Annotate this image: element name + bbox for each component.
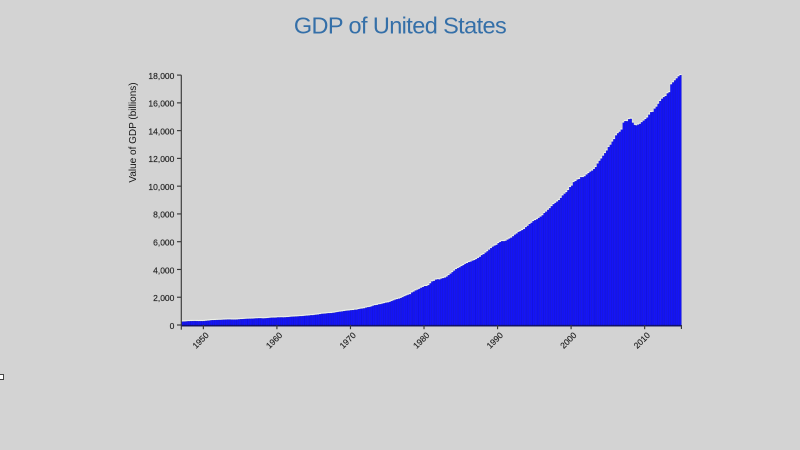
svg-text:1990: 1990 <box>485 330 506 351</box>
svg-text:1960: 1960 <box>264 330 285 351</box>
svg-text:2000: 2000 <box>558 330 579 351</box>
svg-text:Value of GDP (billions): Value of GDP (billions) <box>128 82 139 182</box>
svg-text:18,000: 18,000 <box>148 71 174 81</box>
svg-text:GDP of United States: GDP of United States <box>294 12 506 38</box>
svg-text:4,000: 4,000 <box>153 265 175 275</box>
svg-text:0: 0 <box>170 321 175 331</box>
svg-text:1980: 1980 <box>411 330 432 351</box>
svg-text:10,000: 10,000 <box>148 182 174 192</box>
svg-text:14,000: 14,000 <box>148 126 174 136</box>
svg-text:1970: 1970 <box>337 330 358 351</box>
svg-text:2010: 2010 <box>632 330 653 351</box>
svg-text:12,000: 12,000 <box>148 154 174 164</box>
svg-text:6,000: 6,000 <box>153 238 175 248</box>
svg-text:2,000: 2,000 <box>153 293 175 303</box>
svg-text:1950: 1950 <box>190 330 211 351</box>
svg-text:8,000: 8,000 <box>153 210 175 220</box>
svg-text:16,000: 16,000 <box>148 99 174 109</box>
